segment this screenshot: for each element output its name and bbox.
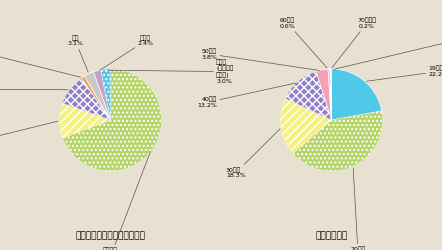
Text: 不明
0.3%: 不明 0.3% <box>334 35 442 69</box>
Wedge shape <box>84 72 110 120</box>
Wedge shape <box>81 76 110 120</box>
Wedge shape <box>63 69 161 171</box>
Wedge shape <box>332 69 382 120</box>
Wedge shape <box>94 70 110 120</box>
Wedge shape <box>331 69 332 120</box>
Title: 被害者と加害者の関係の内訳: 被害者と加害者の関係の内訳 <box>76 232 145 241</box>
Title: 被害者の年齢: 被害者の年齢 <box>316 232 347 241</box>
Text: 配偶者
(元配偶者
を含む)
3.0%: 配偶者 (元配偶者 を含む) 3.0% <box>109 60 233 84</box>
Wedge shape <box>60 103 110 138</box>
Wedge shape <box>328 69 332 120</box>
Wedge shape <box>62 78 110 120</box>
Text: 60歳代
0.6%: 60歳代 0.6% <box>280 18 327 68</box>
Wedge shape <box>281 98 332 153</box>
Wedge shape <box>316 69 332 120</box>
Text: 50歳代
3.8%: 50歳代 3.8% <box>201 48 320 70</box>
Text: 19歳以下
22.2%: 19歳以下 22.2% <box>366 66 442 81</box>
Text: 30歳代
18.3%: 30歳代 18.3% <box>226 129 280 178</box>
Text: 職場
関係者
1.2%: 職場 関係者 1.2% <box>0 45 81 77</box>
Text: その他
2.4%: その他 2.4% <box>100 35 154 70</box>
Text: 知人・友人
(インターネット
上のみの関係)
11.1%: 知人・友人 (インターネット 上のみの関係) 11.1% <box>0 121 58 158</box>
Text: 知人・友人
(インターネット上
のみの関係以外)
9.9%: 知人・友人 (インターネット上 のみの関係以外) 9.9% <box>0 77 68 102</box>
Wedge shape <box>101 69 110 120</box>
Text: 40歳代
13.2%: 40歳代 13.2% <box>197 83 296 108</box>
Text: 交際相手
(元交際相手を含む)
69.2%: 交際相手 (元交際相手を含む) 69.2% <box>93 151 151 250</box>
Text: 70歳以上
0.2%: 70歳以上 0.2% <box>332 18 376 68</box>
Text: 20歳代
41.6%: 20歳代 41.6% <box>348 168 368 250</box>
Text: 不明
3.1%: 不明 3.1% <box>67 35 88 72</box>
Wedge shape <box>293 111 382 171</box>
Wedge shape <box>330 69 332 120</box>
Wedge shape <box>285 71 332 120</box>
